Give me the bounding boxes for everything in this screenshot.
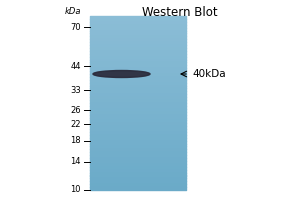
Text: 33: 33 [70,86,81,95]
Text: 10: 10 [70,186,81,194]
Text: 70: 70 [70,23,81,32]
Text: 44: 44 [70,62,81,71]
Text: 22: 22 [70,120,81,129]
Text: 26: 26 [70,106,81,115]
Text: Western Blot: Western Blot [142,6,218,19]
Text: kDa: kDa [64,6,81,16]
Text: 14: 14 [70,157,81,166]
Text: 18: 18 [70,136,81,145]
Text: 40kDa: 40kDa [192,69,226,79]
Ellipse shape [93,70,150,77]
